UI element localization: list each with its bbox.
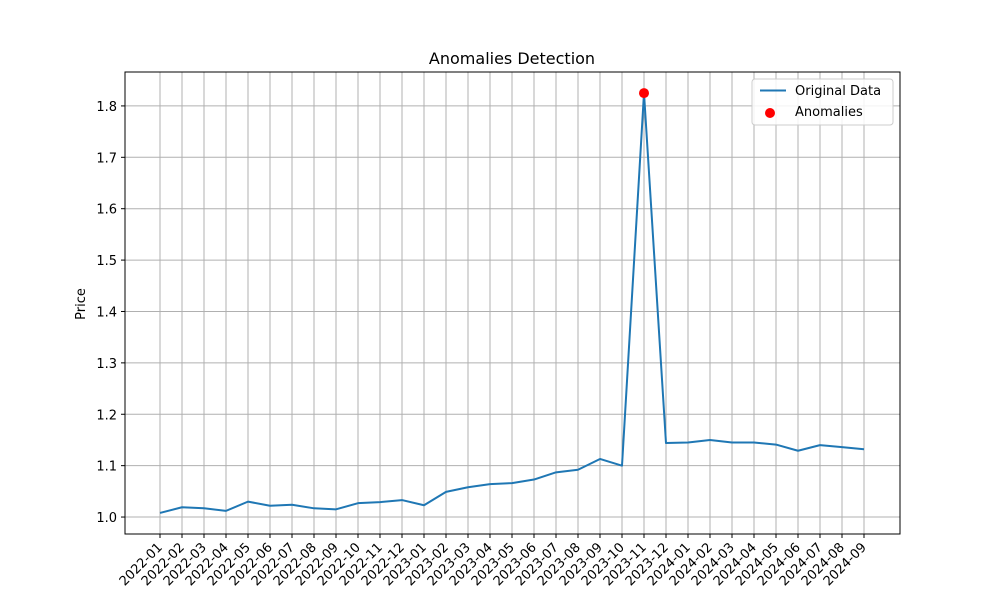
y-tick-label: 1.8 bbox=[96, 100, 117, 115]
legend-box bbox=[751, 78, 894, 126]
y-tick-label: 1.4 bbox=[96, 305, 117, 320]
y-tick-label: 1.7 bbox=[96, 151, 117, 166]
series-layer bbox=[159, 92, 865, 514]
y-tick-label: 1.2 bbox=[96, 408, 117, 423]
y-tick-label: 1.5 bbox=[96, 254, 117, 269]
series-line-original-data bbox=[159, 92, 865, 514]
y-tick-label: 1.3 bbox=[96, 357, 117, 372]
legend-anomaly-swatch bbox=[765, 108, 775, 118]
y-tick-label: 1.6 bbox=[96, 203, 117, 218]
chart-title: Anomalies Detection bbox=[429, 49, 595, 68]
y-axis: 1.0 1.1 1.2 1.3 1.4 1.5 1.6 1.7 1.8 bbox=[96, 100, 125, 526]
anomaly-point bbox=[639, 88, 649, 99]
legend: Original Data Anomalies bbox=[751, 78, 894, 126]
y-tick-label: 1.0 bbox=[96, 511, 117, 526]
anomaly-layer bbox=[639, 88, 649, 99]
y-tick-label: 1.1 bbox=[96, 460, 117, 475]
y-axis-label: Price bbox=[74, 288, 89, 320]
legend-label-original-data: Original Data bbox=[795, 84, 881, 99]
legend-label-anomalies: Anomalies bbox=[795, 105, 863, 120]
